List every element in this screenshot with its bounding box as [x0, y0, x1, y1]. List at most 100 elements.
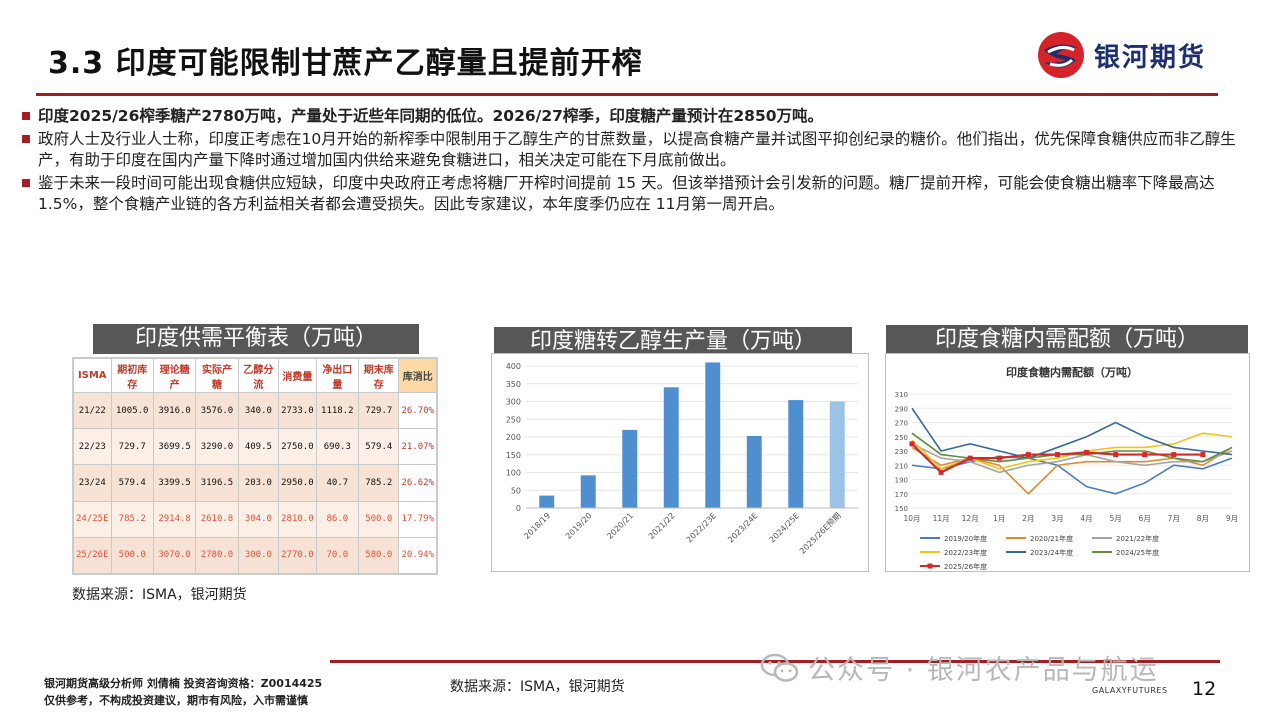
table-header-cell: ISMA: [73, 358, 112, 393]
y-tick-label: 200: [506, 433, 521, 442]
footer-divider: [330, 660, 1220, 663]
bullet-item: 政府人士及行业人士称，印度正考虑在10月开始的新榨季中限制用于乙醇生产的甘蔗数量…: [20, 129, 1260, 171]
legend-label: 2025/26年度: [944, 562, 987, 571]
table-cell: 3290.0: [195, 428, 239, 466]
table-cell: 2750.0: [278, 428, 317, 466]
chart-title: 印度食糖内需配额（万吨）: [1006, 365, 1138, 379]
table-cell: 785.2: [110, 500, 154, 538]
table-header-cell: 实际产糖: [195, 358, 239, 393]
bar: [788, 400, 804, 508]
table-row: 22/23 729.7 3699.5 3290.0 409.5 2750.0 6…: [73, 428, 437, 466]
footer-source-note: 数据来源：ISMA，银河期货: [450, 679, 625, 695]
table-cell: 3576.0: [195, 391, 239, 430]
y-tick-label: 100: [506, 469, 521, 478]
table-cell: 2733.0: [278, 391, 317, 430]
table-row: 23/24 579.4 3399.5 3196.5 203.0 2950.0 4…: [73, 464, 437, 502]
table-cell: 70.0: [315, 536, 360, 575]
data-point: [996, 455, 1002, 461]
table-cell: 2810.0: [278, 500, 317, 538]
bar: [539, 495, 555, 508]
y-tick-label: 250: [506, 415, 521, 424]
bar: [705, 362, 721, 508]
x-tick-label: 2月: [1022, 514, 1034, 523]
data-point: [1054, 452, 1060, 458]
table-cell: 729.7: [110, 428, 154, 466]
legend-label: 2023/24年度: [1030, 548, 1073, 557]
x-tick-label: 2022/23E: [685, 511, 718, 544]
y-tick-label: 310: [895, 391, 908, 399]
legend-label: 2022/23年度: [944, 548, 987, 557]
table-cell: 500.0: [357, 500, 400, 538]
table-cell: 203.0: [237, 464, 280, 502]
table-cell: 409.5: [237, 428, 280, 466]
y-tick-label: 50: [511, 486, 521, 495]
table-cell: 2780.0: [195, 536, 239, 575]
table-cell: 26.70%: [398, 391, 437, 430]
table-header-cell: 乙醇分流: [237, 358, 280, 393]
table-cell: 21/22: [73, 391, 112, 430]
table-header-cell: 期初库存: [110, 358, 154, 393]
x-tick-label: 7月: [1168, 514, 1180, 523]
table-cell: 86.0: [315, 500, 360, 538]
page-number: 12: [1192, 678, 1217, 700]
y-tick-label: 230: [895, 448, 908, 456]
data-point: [1113, 452, 1119, 458]
table-cell: 3196.5: [195, 464, 239, 502]
x-tick-label: 12月: [962, 514, 979, 523]
table-cell: 21.07%: [398, 428, 437, 466]
balance-table: ISMA 期初库存 理论糖产 实际产糖 乙醇分流 消费量 净出口量 期末库存 库…: [72, 357, 438, 575]
bullet-item: 鉴于未来一段时间可能出现食糖供应短缺，印度中央政府正考虑将糖厂开榨时间提前 15…: [20, 173, 1260, 215]
x-tick-label: 6月: [1139, 514, 1151, 523]
ethanol-chart-caption: 印度糖转乙醇生产量（万吨）: [494, 327, 852, 357]
table-cell: 40.7: [315, 464, 360, 502]
table-header-cell: 理论糖产: [152, 358, 197, 393]
table-cell: 24/25E: [73, 500, 112, 538]
quota-line-chart-svg: 印度食糖内需配额（万吨） 150 170 190 210 230 250 270 290 310 1…: [895, 365, 1239, 571]
y-tick-label: 170: [895, 491, 908, 499]
table-header-cell: 库消比: [398, 358, 437, 393]
table-cell: 729.7: [357, 391, 400, 430]
data-point: [909, 441, 915, 447]
quota-line-chart: 印度食糖内需配额（万吨） 150 170 190 210 230 250 270 290 310 1…: [885, 353, 1250, 572]
data-point: [967, 455, 973, 461]
table-caption: 印度供需平衡表（万吨）: [93, 324, 419, 354]
bullet-item: 印度2025/26榨季糖产2780万吨，产量处于近些年同期的低位。2026/27…: [20, 106, 1260, 127]
y-tick-label: 250: [895, 434, 908, 442]
table-cell: 785.2: [357, 464, 400, 502]
table-header-cell: 消费量: [278, 358, 317, 393]
x-tick-label: 9月: [1226, 514, 1238, 523]
table-cell: 2914.8: [152, 500, 197, 538]
data-point: [1142, 452, 1148, 458]
x-tick-label: 2021/22: [647, 511, 677, 541]
bullet-list: 印度2025/26榨季糖产2780万吨，产量处于近些年同期的低位。2026/27…: [20, 106, 1260, 217]
wechat-icon: [760, 653, 799, 682]
legend-label: 2019/20年度: [944, 534, 987, 543]
table-cell: 2950.0: [278, 464, 317, 502]
table-header-cell: 期末库存: [357, 358, 400, 393]
data-point: [938, 469, 944, 475]
table-cell: 3070.0: [152, 536, 197, 575]
table-cell: 580.0: [357, 536, 400, 575]
table-row: 21/22 1005.0 3916.0 3576.0 340.0 2733.0 …: [73, 391, 437, 430]
table-cell: 3399.5: [152, 464, 197, 502]
galaxy-logo-icon: [1038, 32, 1084, 78]
legend-marker: [927, 563, 933, 569]
y-tick-label: 350: [506, 380, 521, 389]
x-tick-label: 5月: [1109, 514, 1121, 523]
x-tick-label: 4月: [1080, 514, 1092, 523]
y-tick-label: 210: [895, 462, 908, 470]
table-cell: 3699.5: [152, 428, 197, 466]
disclaimer-line: 仅供参考，不构成投资建议，期市有风险，入市需谨慎: [44, 694, 308, 707]
page-title: 3.3 印度可能限制甘蔗产乙醇量且提前开榨: [48, 46, 643, 81]
galaxy-footer-text: GALAXYFUTURES: [1092, 686, 1168, 695]
y-tick-label: 290: [895, 405, 908, 413]
y-tick-label: 0: [516, 504, 521, 513]
table-cell: 300.0: [237, 536, 280, 575]
legend-label: 2021/22年度: [1116, 534, 1159, 543]
logo-text: 银河期货: [1094, 42, 1207, 73]
x-tick-label: 1月: [993, 514, 1005, 523]
x-tick-label: 2025/26E预期: [797, 510, 842, 555]
table-cell: 2770.0: [278, 536, 317, 575]
table-cell: 340.0: [237, 391, 280, 430]
quota-chart-caption: 印度食糖内需配额（万吨）: [886, 325, 1248, 355]
